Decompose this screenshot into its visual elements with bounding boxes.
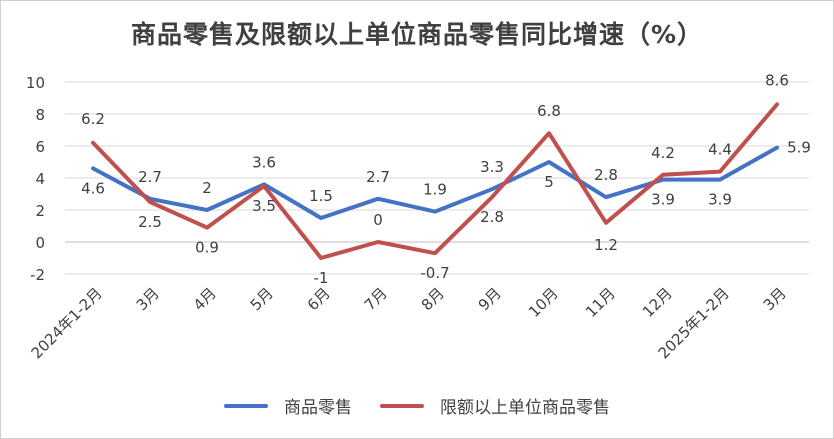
data-label-retail: 3.3 bbox=[480, 158, 504, 176]
x-tick-label: 12月 bbox=[639, 284, 676, 321]
x-tick-label: 3月 bbox=[133, 284, 163, 314]
y-tick-label: 10 bbox=[26, 74, 45, 92]
y-tick-label: 6 bbox=[35, 138, 45, 156]
line-chart: -2 0 2 4 6 8 10 2024年1-2月 3月 4月 5月 6月 7月 8月 9月 10月 11月 12… bbox=[26, 71, 811, 362]
legend-label-above-quota: 限额以上单位商品零售 bbox=[440, 398, 610, 418]
data-label-retail: 1.9 bbox=[423, 181, 447, 199]
data-label-retail: 2 bbox=[202, 179, 212, 197]
data-label-above-quota: 0.9 bbox=[195, 239, 219, 257]
series-line-above-quota bbox=[91, 102, 779, 260]
data-label-above-quota: 2.5 bbox=[138, 213, 162, 231]
data-label-above-quota: 1.2 bbox=[594, 236, 618, 254]
data-label-above-quota: 3.5 bbox=[252, 197, 276, 215]
x-tick-label: 7月 bbox=[361, 284, 391, 314]
y-tick-label: 2 bbox=[35, 202, 45, 220]
data-label-retail: 3.9 bbox=[708, 191, 732, 209]
chart-legend: 商品零售 限额以上单位商品零售 bbox=[1, 393, 833, 418]
data-label-retail: 2.7 bbox=[366, 168, 390, 186]
data-label-above-quota: 8.6 bbox=[765, 71, 789, 89]
legend-swatch-above-quota bbox=[380, 403, 424, 408]
data-label-retail: 2.7 bbox=[138, 168, 162, 186]
x-tick-label: 5月 bbox=[247, 284, 277, 314]
x-tick-label: 4月 bbox=[190, 284, 220, 314]
x-tick-label: 9月 bbox=[475, 284, 505, 314]
y-tick-label: 8 bbox=[35, 106, 45, 124]
data-label-retail: 4.6 bbox=[81, 179, 105, 197]
data-label-retail: 5.9 bbox=[787, 139, 811, 157]
x-tick-label: 10月 bbox=[525, 284, 562, 321]
data-label-above-quota: 6.2 bbox=[81, 110, 105, 128]
y-tick-label: 0 bbox=[35, 234, 45, 252]
y-tick-label: 4 bbox=[35, 170, 45, 188]
data-label-retail: 5 bbox=[544, 173, 554, 191]
data-label-above-quota: -1 bbox=[314, 269, 329, 287]
data-label-above-quota: 4.2 bbox=[651, 144, 675, 162]
data-label-above-quota: 6.8 bbox=[537, 102, 561, 120]
x-tick-label: 3月 bbox=[760, 284, 790, 314]
data-label-retail: 1.5 bbox=[309, 187, 333, 205]
data-label-retail: 3.6 bbox=[252, 153, 276, 171]
x-tick-label: 11月 bbox=[582, 284, 619, 321]
legend-swatch-retail bbox=[224, 403, 268, 408]
x-tick-label: 8月 bbox=[418, 284, 448, 314]
data-label-above-quota: 4.4 bbox=[708, 141, 732, 159]
legend-item-retail: 商品零售 bbox=[224, 393, 352, 418]
x-tick-label: 2024年1-2月 bbox=[28, 284, 106, 362]
data-label-retail: 2.8 bbox=[594, 166, 618, 184]
data-label-above-quota: -0.7 bbox=[420, 264, 449, 282]
data-label-retail: 3.9 bbox=[651, 191, 675, 209]
data-label-above-quota: 0 bbox=[373, 211, 383, 229]
data-label-above-quota: 2.8 bbox=[480, 208, 504, 226]
x-tick-label: 6月 bbox=[304, 284, 334, 314]
y-tick-label: -2 bbox=[30, 266, 45, 284]
series-line-retail bbox=[91, 145, 779, 220]
chart-title: 商品零售及限额以上单位商品零售同比增速（%） bbox=[130, 20, 704, 49]
legend-item-above-quota: 限额以上单位商品零售 bbox=[380, 393, 610, 418]
legend-label-retail: 商品零售 bbox=[284, 398, 352, 418]
